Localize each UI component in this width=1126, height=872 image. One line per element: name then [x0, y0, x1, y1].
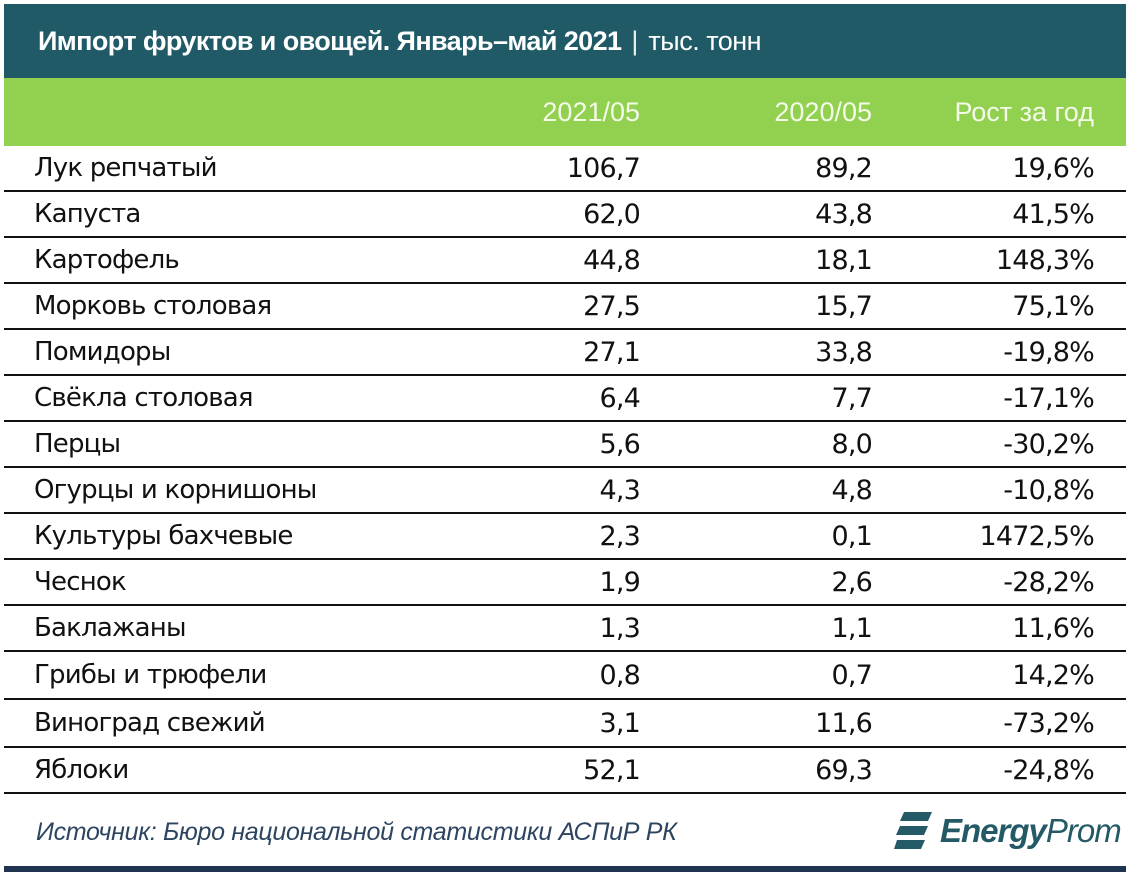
value-2021: 1,3: [599, 612, 640, 644]
title-separator: |: [631, 25, 639, 56]
value-2020: 18,1: [815, 244, 873, 276]
growth-value: -24,8%: [1003, 754, 1095, 786]
value-2020: 0,7: [831, 659, 872, 691]
table-row: Перцы 5,6 8,0 -30,2%: [4, 422, 1126, 468]
row-label: Грибы и трюфели: [34, 660, 267, 690]
value-2020: 15,7: [815, 290, 873, 322]
energyprom-logo-icon: [894, 812, 932, 849]
value-2020: 4,8: [831, 474, 872, 506]
table-row: Виноград свежий 3,1 11,6 -73,2%: [4, 700, 1126, 748]
value-2021: 44,8: [583, 244, 641, 276]
source-note: Источник: Бюро национальной статистики А…: [36, 818, 677, 846]
row-label: Культуры бахчевые: [34, 521, 293, 551]
value-2021: 27,5: [583, 290, 641, 322]
value-2021: 27,1: [583, 336, 641, 368]
row-label: Огурцы и корнишоны: [34, 475, 317, 505]
growth-value: 14,2%: [1012, 659, 1095, 691]
growth-value: 19,6%: [1012, 152, 1095, 184]
column-header-2020: 2020/05: [774, 96, 872, 127]
bottom-bar: [4, 866, 1126, 872]
table-row: Лук репчатый 106,7 89,2 19,6%: [4, 146, 1126, 192]
value-2020: 69,3: [815, 754, 873, 786]
table-row: Культуры бахчевые 2,3 0,1 1472,5%: [4, 514, 1126, 560]
row-label: Свёкла столовая: [34, 383, 254, 413]
row-label: Картофель: [34, 245, 180, 275]
growth-value: 11,6%: [1012, 612, 1095, 644]
value-2020: 2,6: [831, 566, 872, 598]
row-label: Чеснок: [34, 567, 127, 597]
table-row: Огурцы и корнишоны 4,3 4,8 -10,8%: [4, 468, 1126, 514]
growth-value: -19,8%: [1003, 336, 1095, 368]
table-row: Свёкла столовая 6,4 7,7 -17,1%: [4, 376, 1126, 422]
value-2020: 8,0: [831, 428, 872, 460]
table-body: Лук репчатый 106,7 89,2 19,6% Капуста 62,0 43,…: [4, 146, 1126, 794]
growth-value: 1472,5%: [979, 520, 1094, 552]
table-row: Чеснок 1,9 2,6 -28,2%: [4, 560, 1126, 606]
chart-title: Импорт фруктов и овощей. Январь–май 2021: [38, 25, 622, 56]
logo-text: EnergyProm: [940, 812, 1122, 849]
value-2020: 33,8: [815, 336, 873, 368]
growth-value: -28,2%: [1003, 566, 1095, 598]
table-row: Грибы и трюфели 0,8 0,7 14,2%: [4, 652, 1126, 700]
value-2020: 43,8: [815, 198, 873, 230]
growth-value: -17,1%: [1003, 382, 1095, 414]
value-2021: 5,6: [599, 428, 640, 460]
value-2020: 7,7: [831, 382, 872, 414]
value-2021: 52,1: [583, 754, 641, 786]
growth-value: -10,8%: [1003, 474, 1095, 506]
growth-value: 41,5%: [1012, 198, 1095, 230]
footer: Источник: Бюро национальной статистики А…: [4, 796, 1126, 866]
column-header-growth: Рост за год: [954, 96, 1094, 127]
unit-label: тыс. тонн: [648, 25, 762, 56]
row-label: Помидоры: [34, 337, 171, 367]
title-bar: Импорт фруктов и овощей. Январь–май 2021…: [4, 4, 1126, 78]
table-row: Баклажаны 1,3 1,1 11,6%: [4, 606, 1126, 652]
column-header-row: 2021/05 2020/05 Рост за год: [4, 78, 1126, 146]
value-2021: 62,0: [583, 198, 641, 230]
table-row: Капуста 62,0 43,8 41,5%: [4, 192, 1126, 238]
row-label: Баклажаны: [34, 613, 187, 643]
value-2021: 106,7: [566, 152, 641, 184]
value-2021: 6,4: [599, 382, 640, 414]
growth-value: -73,2%: [1003, 707, 1095, 739]
value-2020: 89,2: [815, 152, 873, 184]
value-2020: 1,1: [831, 612, 872, 644]
value-2021: 4,3: [599, 474, 640, 506]
energyprom-logo: EnergyProm: [894, 810, 1122, 852]
value-2021: 3,1: [599, 707, 640, 739]
row-label: Капуста: [34, 199, 141, 229]
value-2021: 1,9: [599, 566, 640, 598]
table-row: Морковь столовая 27,5 15,7 75,1%: [4, 284, 1126, 330]
value-2021: 0,8: [599, 659, 640, 691]
table-row: Яблоки 52,1 69,3 -24,8%: [4, 748, 1126, 794]
growth-value: -30,2%: [1003, 428, 1095, 460]
table-row: Помидоры 27,1 33,8 -19,8%: [4, 330, 1126, 376]
row-label: Лук репчатый: [34, 153, 217, 183]
growth-value: 75,1%: [1012, 290, 1095, 322]
value-2021: 2,3: [599, 520, 640, 552]
row-label: Морковь столовая: [34, 291, 272, 321]
row-label: Яблоки: [34, 755, 129, 785]
value-2020: 11,6: [815, 707, 873, 739]
row-label: Виноград свежий: [34, 708, 266, 738]
row-label: Перцы: [34, 429, 121, 459]
table-row: Картофель 44,8 18,1 148,3%: [4, 238, 1126, 284]
table-card: Импорт фруктов и овощей. Январь–май 2021…: [4, 4, 1126, 794]
value-2020: 0,1: [831, 520, 872, 552]
column-header-2021: 2021/05: [542, 96, 640, 127]
growth-value: 148,3%: [995, 244, 1095, 276]
